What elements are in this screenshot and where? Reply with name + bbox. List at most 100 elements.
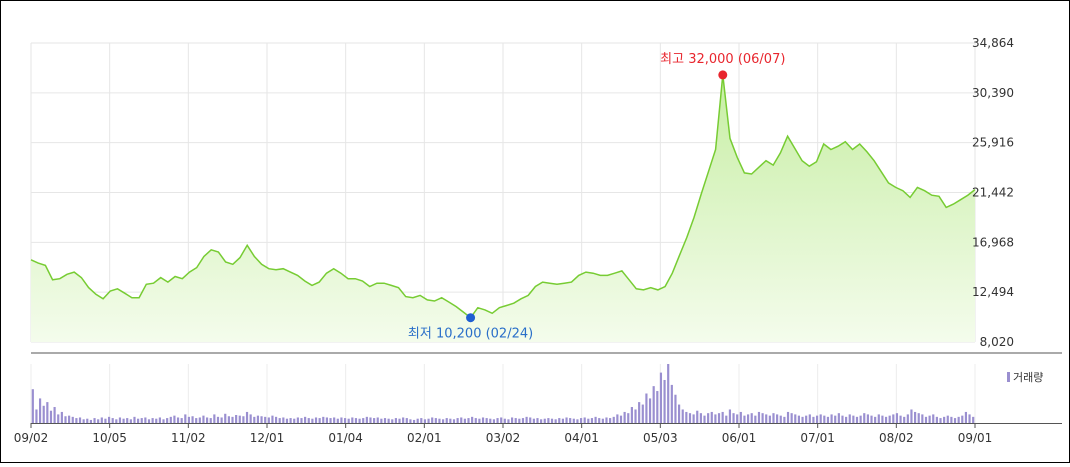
- volume-bar: [550, 418, 554, 423]
- volume-bar: [467, 418, 470, 423]
- volume-bar: [53, 407, 56, 423]
- volume-bar: [601, 418, 604, 423]
- volume-bar: [707, 413, 710, 423]
- volume-bar: [409, 419, 412, 423]
- volume-bar: [848, 414, 851, 423]
- y-tick-label-0: 8,020: [980, 335, 1014, 349]
- volume-bar: [216, 416, 220, 423]
- volume-bar: [641, 404, 644, 423]
- volume-bar: [812, 416, 815, 423]
- volume-bar: [717, 413, 721, 423]
- volume-bar: [140, 418, 143, 423]
- volume-bar: [888, 415, 891, 424]
- volume-bar: [57, 414, 60, 423]
- volume-bar: [460, 417, 463, 423]
- volume-bar: [754, 415, 757, 424]
- volume-bar: [383, 418, 387, 423]
- volume-bar: [293, 418, 296, 423]
- volume-bar: [296, 417, 299, 423]
- volume-bar: [387, 418, 390, 423]
- volume-bar: [725, 415, 728, 424]
- volume-bar: [380, 418, 383, 423]
- volume-bar: [86, 418, 89, 423]
- volume-bar: [126, 418, 129, 423]
- volume-bar: [420, 418, 423, 423]
- volume-bar: [757, 411, 761, 423]
- volume-bar: [416, 418, 419, 423]
- volume-bar: [173, 415, 176, 424]
- volume-bar: [881, 415, 884, 424]
- volume-bar: [434, 418, 437, 423]
- volume-bar: [634, 409, 637, 423]
- volume-bar: [267, 417, 270, 423]
- high-annotation: 최고 32,000 (06/07): [660, 52, 785, 67]
- volume-bar: [521, 418, 525, 423]
- volume-bar: [206, 417, 209, 423]
- volume-bar: [336, 418, 339, 423]
- volume-bar: [648, 398, 652, 423]
- volume-bar: [107, 416, 111, 423]
- volume-bar: [659, 372, 663, 423]
- volume-bar: [260, 416, 263, 423]
- volume-bar: [423, 419, 427, 423]
- volume-bar: [358, 418, 361, 423]
- volume-bar: [721, 411, 724, 423]
- volume-bar: [950, 416, 953, 423]
- volume-bar: [710, 411, 713, 423]
- volume-bar: [314, 417, 318, 423]
- high-marker: [718, 70, 728, 80]
- volume-bar: [616, 414, 619, 423]
- volume-bar: [554, 419, 557, 423]
- volume-bar: [311, 418, 314, 423]
- volume-bar: [968, 414, 971, 423]
- volume-bar: [815, 415, 819, 424]
- volume-bar: [198, 417, 201, 423]
- volume-bar: [71, 416, 74, 423]
- volume-bar: [274, 416, 278, 423]
- volume-bar: [619, 415, 623, 424]
- volume-legend-label: 거래량: [1013, 371, 1043, 384]
- volume-bar: [351, 417, 354, 423]
- price-area: [31, 74, 975, 343]
- volume-bar: [100, 417, 103, 423]
- volume-bar: [743, 415, 746, 424]
- volume-bar: [670, 384, 673, 423]
- volume-bar: [343, 418, 347, 423]
- volume-bar: [808, 414, 811, 423]
- volume-bar: [946, 415, 949, 424]
- volume-bar: [587, 418, 590, 423]
- volume-bar: [598, 418, 601, 423]
- volume-bar: [605, 417, 608, 423]
- volume-bar: [427, 418, 430, 423]
- volume-bar: [663, 379, 666, 423]
- volume-bar: [874, 416, 877, 423]
- volume-bar: [42, 405, 45, 423]
- volume-bar: [518, 418, 521, 423]
- volume-bar: [169, 416, 172, 423]
- volume-bar: [761, 413, 764, 423]
- volume-bar: [224, 413, 227, 423]
- volume-bar: [935, 416, 938, 423]
- volume-legend-swatch: [1007, 372, 1010, 382]
- volume-bar: [630, 407, 633, 423]
- volume-bar: [572, 418, 575, 423]
- volume-bar: [772, 413, 775, 423]
- volume-bar: [155, 418, 158, 423]
- y-tick-label-5: 30,390: [972, 86, 1014, 100]
- x-tick-label-4: 01/04: [328, 431, 363, 445]
- volume-bar: [256, 415, 260, 424]
- volume-bar: [151, 418, 154, 423]
- volume-bar: [463, 418, 466, 423]
- volume-bar: [928, 415, 931, 424]
- x-tick-label-1: 10/05: [92, 431, 127, 445]
- volume-bar: [612, 416, 615, 423]
- volume-bar: [137, 418, 140, 423]
- volume-bar: [118, 417, 122, 423]
- volume-bar: [837, 413, 840, 423]
- volume-bar: [667, 364, 670, 423]
- volume-bar: [49, 410, 53, 423]
- volume-bar: [227, 416, 230, 423]
- volume-bar: [445, 418, 448, 423]
- volume-bar: [391, 419, 394, 423]
